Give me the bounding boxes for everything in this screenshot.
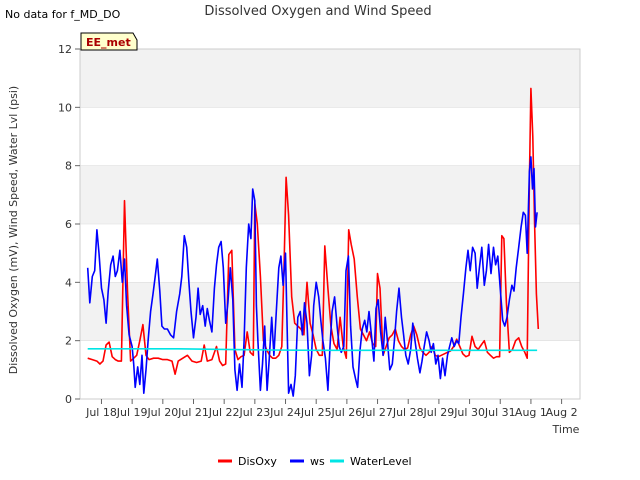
no-data-note: No data for f_MD_DO <box>5 8 121 21</box>
background-band-2 <box>80 49 580 108</box>
series-layer <box>86 87 540 397</box>
background-band-1 <box>80 165 580 224</box>
x-tick-label: Jul 25 <box>300 406 332 419</box>
plot-background-bands <box>80 48 580 400</box>
y-tick-label: 4 <box>65 276 72 289</box>
y-tick-label: 0 <box>65 393 72 406</box>
legend-label-disoxy: DisOxy <box>238 455 277 468</box>
x-axis: Jul 18 Jul 19 Jul 20 Jul 21 Jul 22 Jul 23 Jul … <box>85 399 578 419</box>
x-tick-label: Jul 18 <box>85 406 117 419</box>
x-tick-label: Jul 31 <box>484 406 516 419</box>
legend-label-ws: ws <box>310 455 325 468</box>
legend-label-waterlevel: WaterLevel <box>350 455 412 468</box>
y-tick-label: 12 <box>58 43 72 56</box>
chart-title: Dissolved Oxygen and Wind Speed <box>204 4 431 19</box>
series-line-waterlevel <box>87 348 538 352</box>
x-tick-label: Jul 23 <box>238 406 270 419</box>
x-tick-label: Jul 27 <box>361 406 393 419</box>
x-tick-label: Aug 1 <box>515 406 547 419</box>
x-tick-label: Jul 22 <box>208 406 240 419</box>
x-tick-label: Jul 28 <box>392 406 424 419</box>
y-tick-label: 10 <box>58 101 72 114</box>
station-badge: EE_met <box>80 32 138 51</box>
x-tick-label: Jul 30 <box>453 406 485 419</box>
y-axis-label: Dissolved Oxygen (mV), Wind Speed, Water… <box>7 86 20 374</box>
series-line-ws <box>86 156 538 397</box>
series-line-disoxy <box>87 87 540 375</box>
legend: DisOxy ws WaterLevel <box>218 455 412 468</box>
x-tick-label: Aug 2 <box>546 406 578 419</box>
x-tick-label: Jul 26 <box>330 406 362 419</box>
x-tick-label: Jul 29 <box>423 406 455 419</box>
y-tick-label: 6 <box>65 218 72 231</box>
x-tick-label: Jul 24 <box>269 406 301 419</box>
x-tick-label: Jul 19 <box>116 406 148 419</box>
y-tick-label: 8 <box>65 160 72 173</box>
y-axis: 0 2 4 6 8 10 12 <box>58 43 80 406</box>
x-tick-label: Jul 20 <box>146 406 178 419</box>
station-badge-shape <box>80 32 138 51</box>
station-badge-label: EE_met <box>86 36 131 49</box>
x-axis-label: Time <box>552 423 580 436</box>
x-tick-label: Jul 21 <box>177 406 209 419</box>
y-tick-label: 2 <box>65 335 72 348</box>
